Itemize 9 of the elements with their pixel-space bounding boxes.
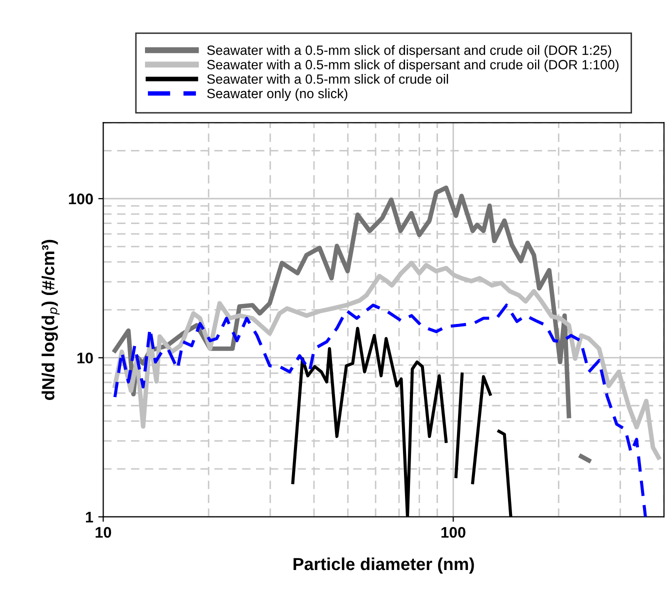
y-tick-label: 1 [86, 512, 94, 522]
x-axis-title: Particle diameter (nm) [294, 557, 474, 574]
legend-label: Seawater with a 0.5-mm slick of dispersant and crude oil (DOR 1:100) [207, 60, 619, 72]
y-axis-title: dN/d log(d$_{p}$) (#/cm³) [42, 240, 60, 400]
legend-label: Seawater with a 0.5-mm slick of dispersant and crude oil (DOR 1:25) [207, 45, 612, 58]
y-tick-label: 10 [77, 352, 93, 364]
legend-label: Seawater only (no slick) [207, 88, 348, 101]
y-tick-label: 100 [68, 194, 93, 204]
legend-label: Seawater with a 0.5-mm slick of crude oil [207, 74, 448, 84]
